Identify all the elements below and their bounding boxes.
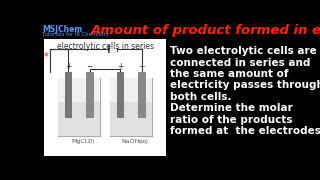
Text: electricity passes through: electricity passes through [170,80,320,90]
Text: formed at  the electrodes.: formed at the electrodes. [170,126,320,136]
Text: −: − [139,62,145,71]
Bar [110,102,152,136]
Text: 2(l): 2(l) [87,139,95,144]
Bar [58,102,100,136]
Bar [86,72,94,118]
Text: +: + [117,62,124,71]
Text: connected in series and: connected in series and [170,58,311,68]
Bar [44,39,166,156]
Text: NaOH: NaOH [122,139,140,144]
Text: MgCl: MgCl [71,139,87,144]
Text: the same amount of: the same amount of [170,69,289,79]
Text: +: + [65,62,72,71]
Text: Determine the molar: Determine the molar [170,103,293,113]
Bar [65,72,72,118]
Bar [58,78,100,136]
Text: Amount of product formed in electrolysis: Amount of product formed in electrolysis [90,24,320,37]
Text: both cells.: both cells. [170,92,232,102]
Text: −: − [87,62,93,71]
Text: ratio of the products: ratio of the products [170,115,293,125]
Text: Tutorials for IB Chemistry: Tutorials for IB Chemistry [42,32,109,37]
Text: electrolytic cells in series: electrolytic cells in series [57,42,154,51]
Text: MSJChem: MSJChem [42,25,83,34]
Text: (aq): (aq) [139,139,149,144]
Text: Two electrolytic cells are: Two electrolytic cells are [170,46,317,56]
Bar [110,78,152,136]
Bar [138,72,146,118]
Text: *: * [44,52,49,62]
Bar [116,72,124,118]
